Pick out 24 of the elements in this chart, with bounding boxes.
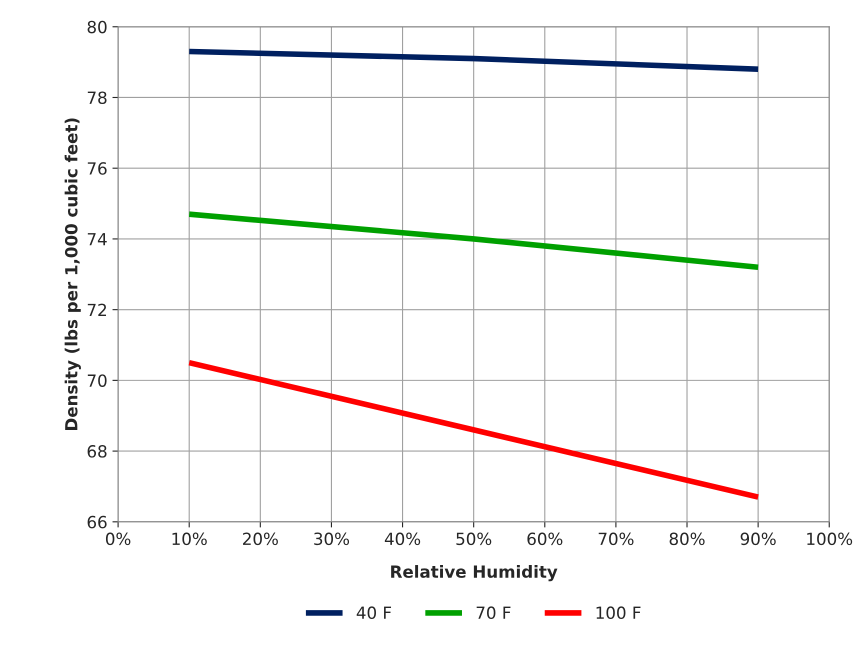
legend-label: 70 F <box>476 606 510 620</box>
y-tick-label: 66 <box>88 516 107 528</box>
y-tick-label: 72 <box>88 304 106 316</box>
x-axis-title: Relative Humidity <box>391 565 558 582</box>
x-tick-label: 10% <box>172 532 207 546</box>
x-tick-label: 70% <box>598 532 634 546</box>
x-tick-label: 0% <box>106 532 130 546</box>
x-tick-label: 30% <box>314 532 350 546</box>
y-tick-label: 80 <box>88 20 107 34</box>
y-tick-label: 76 <box>88 162 107 175</box>
x-tick-label: 60% <box>527 532 562 546</box>
y-tick-label: 70 <box>88 374 107 387</box>
y-tick-label: 74 <box>88 233 107 246</box>
x-tick-label: 100% <box>807 532 852 546</box>
x-tick-label: 80% <box>670 532 705 546</box>
y-axis-title: Density (lbs per 1,000 cubic feet) <box>64 118 81 430</box>
y-tick-label: 68 <box>88 445 107 458</box>
x-tick-label: 40% <box>384 532 420 546</box>
legend-label: 100 F <box>596 606 640 620</box>
x-tick-label: 20% <box>243 532 278 546</box>
x-tick-label: 50% <box>456 532 492 546</box>
legend-label: 40 F <box>356 606 392 620</box>
x-tick-label: 90% <box>740 532 776 546</box>
y-tick-label: 78 <box>88 91 107 104</box>
